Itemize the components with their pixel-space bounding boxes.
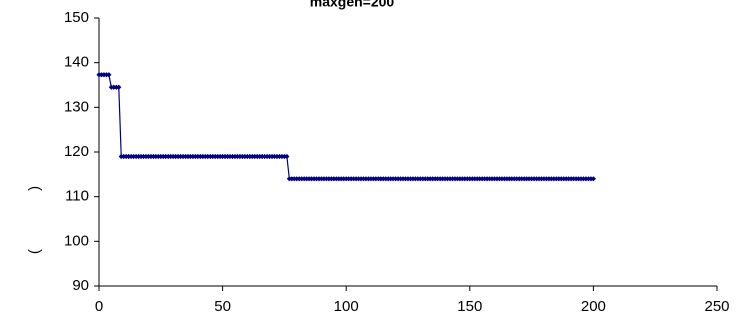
y-tick-label: 90 (72, 277, 89, 294)
y-tick-label: 110 (65, 188, 89, 205)
x-tick-label: 250 (704, 298, 729, 315)
y-tick-label: 100 (64, 232, 89, 249)
y-axis-label: ( ) (26, 186, 43, 254)
y-tick-label: 150 (64, 9, 89, 26)
marker (106, 72, 112, 78)
x-tick-label: 150 (457, 298, 482, 315)
x-tick-label: 200 (581, 298, 606, 315)
series-line (99, 74, 594, 180)
y-tick-label: 140 (64, 54, 89, 71)
marker (284, 153, 290, 160)
x-tick-label: 100 (334, 298, 359, 315)
marker (116, 84, 122, 90)
marker (590, 176, 596, 182)
x-tick-label: 0 (95, 298, 103, 315)
chart-title: maxgen=200 (310, 0, 395, 10)
y-tick-label: 130 (64, 98, 89, 115)
x-tick-label: 50 (214, 298, 231, 315)
y-tick-label: 120 (64, 143, 89, 160)
